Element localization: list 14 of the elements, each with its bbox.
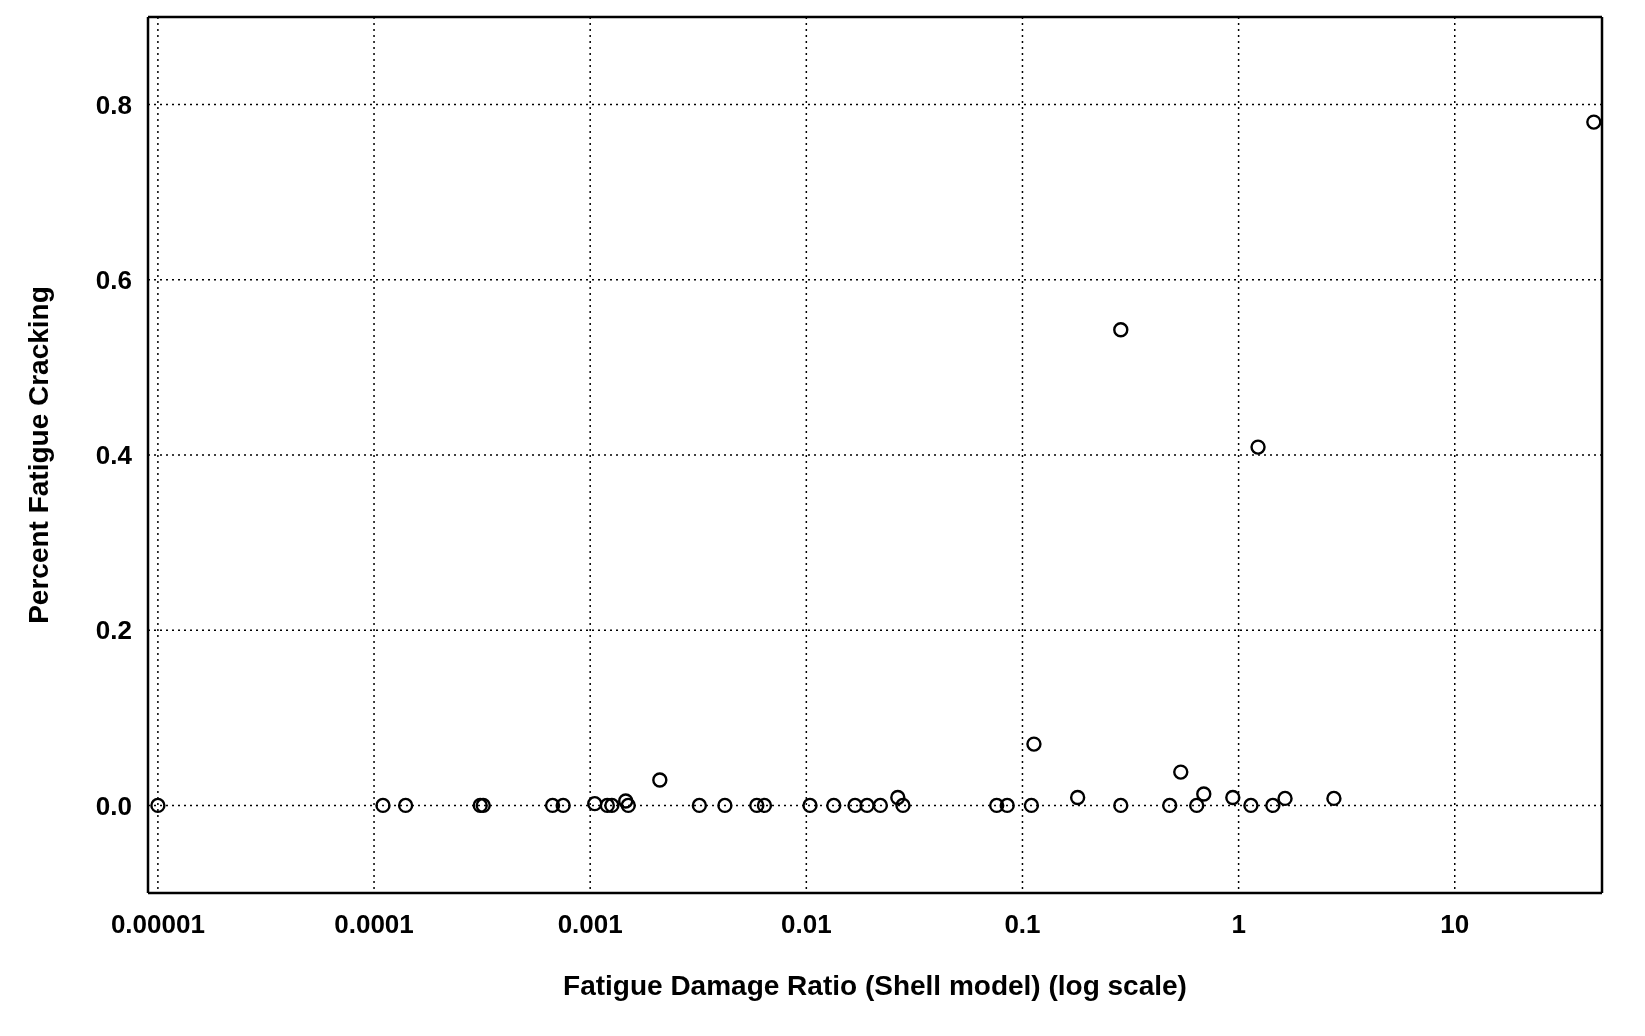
y-axis-title: Percent Fatigue Cracking	[22, 286, 54, 624]
x-tick-label: 10	[1440, 909, 1470, 940]
y-tick-label: 0.6	[95, 265, 132, 296]
x-tick-label: 0.01	[781, 909, 832, 940]
x-tick-label: 0.0001	[334, 909, 414, 940]
y-tick-label: 0.8	[95, 89, 132, 120]
x-tick-label: 1	[1231, 909, 1246, 940]
x-tick-label: 0.1	[1004, 909, 1041, 940]
y-tick-label: 0.0	[95, 790, 132, 821]
y-tick-label: 0.2	[95, 615, 132, 646]
y-tick-label: 0.4	[95, 440, 133, 471]
x-axis-title: Fatigue Damage Ratio (Shell model) (log scale)	[563, 970, 1187, 1001]
x-tick-label: 0.001	[557, 909, 623, 940]
x-tick-label: 0.00001	[110, 909, 205, 940]
